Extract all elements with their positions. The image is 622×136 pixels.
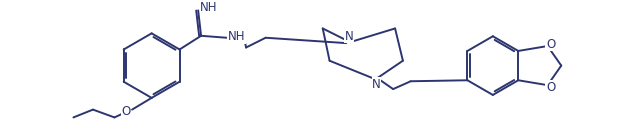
Text: O: O	[546, 38, 555, 51]
Text: NH: NH	[200, 1, 218, 14]
Text: N: N	[372, 78, 381, 91]
Text: N: N	[345, 30, 353, 43]
Text: NH: NH	[228, 30, 245, 43]
Text: O: O	[121, 105, 131, 118]
Text: O: O	[546, 81, 555, 94]
